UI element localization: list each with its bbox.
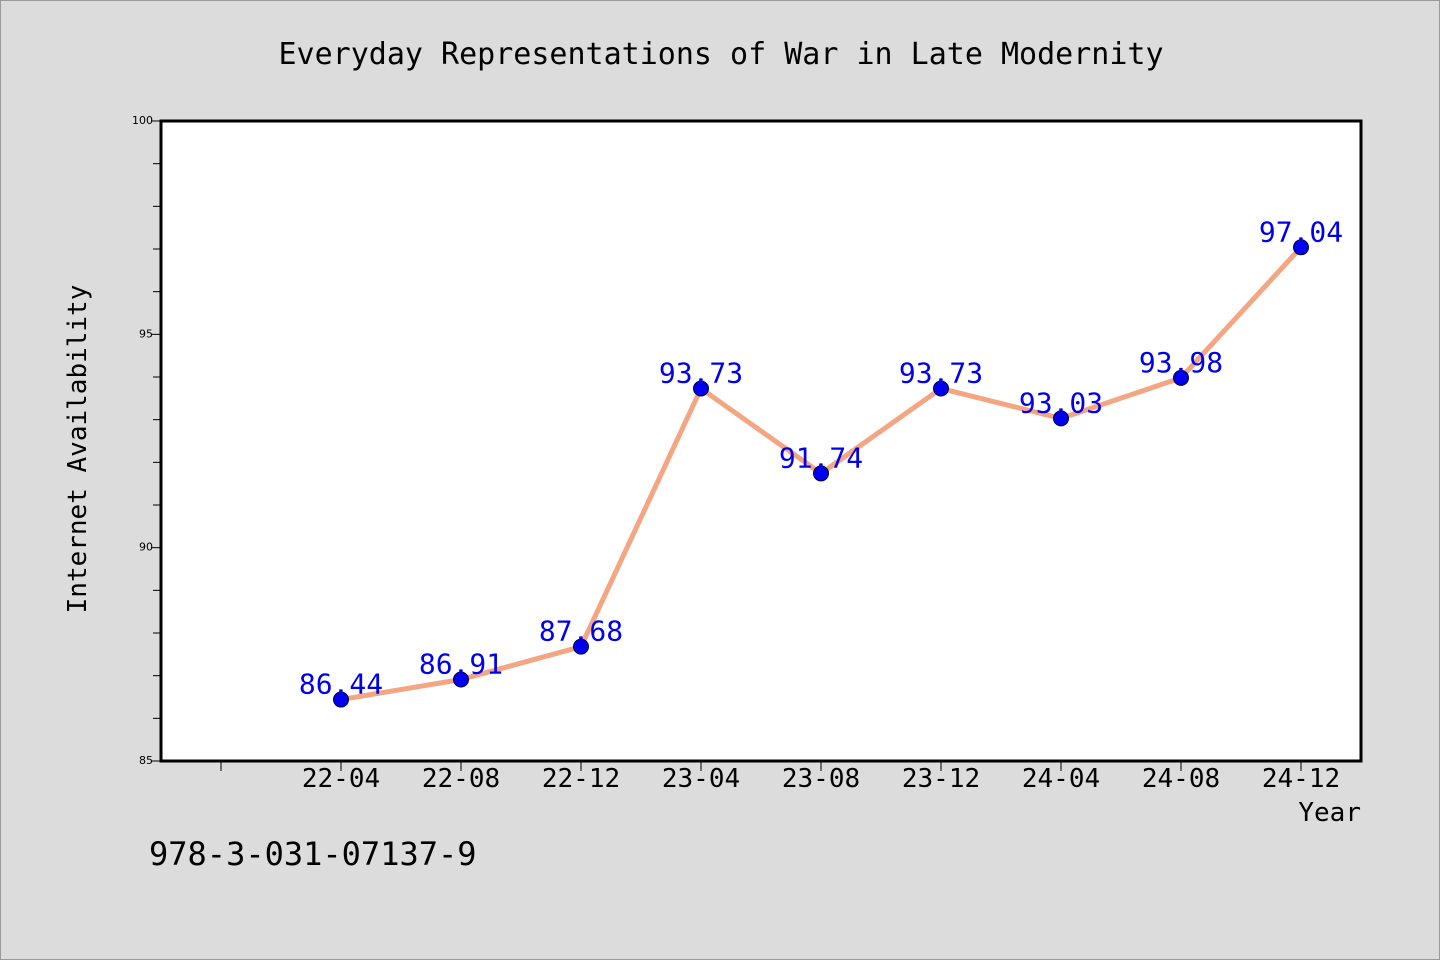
x-tick-label: 22-04 bbox=[302, 764, 380, 794]
x-tick-label: 24-04 bbox=[1022, 764, 1100, 794]
data-label: 86.91 bbox=[419, 648, 503, 681]
data-point bbox=[813, 465, 829, 482]
footer-isbn: 978-3-031-07137-9 bbox=[149, 835, 477, 873]
x-tick-label: 24-08 bbox=[1142, 764, 1220, 794]
y-axis-label: Internet Availability bbox=[63, 285, 93, 614]
x-tick-label: 23-12 bbox=[902, 764, 980, 794]
data-points bbox=[333, 239, 1309, 708]
y-tick-label: 85 bbox=[139, 754, 153, 767]
data-labels: 86.44 86.91 87.68 93.73 91.74 93.73 93.03 93.98… bbox=[299, 215, 1343, 700]
data-point bbox=[1053, 410, 1069, 427]
plot-area bbox=[159, 119, 1363, 763]
y-tick-label: 90 bbox=[139, 541, 153, 554]
data-label: 86.44 bbox=[299, 668, 383, 701]
x-tick-label: 23-08 bbox=[782, 764, 860, 794]
chart-title: Everyday Representations of War in Late … bbox=[278, 37, 1163, 72]
y-tick-label: 95 bbox=[139, 327, 153, 340]
data-label: 87.68 bbox=[539, 615, 623, 648]
y-axis: 85 90 95 100 bbox=[132, 114, 161, 767]
y-tick-label: 100 bbox=[132, 114, 153, 127]
x-tick-label: 24-12 bbox=[1262, 764, 1340, 794]
data-label: 93.73 bbox=[659, 357, 743, 390]
data-label: 93.03 bbox=[1019, 386, 1103, 419]
data-point bbox=[1293, 239, 1309, 256]
data-point bbox=[573, 638, 589, 655]
x-axis: 22-04 22-08 22-12 23-04 23-08 23-12 24-04 24-08… bbox=[220, 761, 1340, 794]
data-label: 93.98 bbox=[1139, 346, 1223, 379]
data-point bbox=[933, 380, 949, 397]
data-point bbox=[453, 671, 469, 688]
x-tick-label: 23-04 bbox=[662, 764, 740, 794]
x-tick-label: 22-08 bbox=[422, 764, 500, 794]
x-tick-label: 22-12 bbox=[542, 764, 620, 794]
data-point bbox=[693, 380, 709, 397]
data-label: 93.73 bbox=[899, 357, 983, 390]
x-axis-label: Year bbox=[1298, 798, 1361, 828]
data-label: 97.04 bbox=[1259, 215, 1343, 248]
data-label: 91.74 bbox=[779, 441, 863, 474]
data-point bbox=[333, 691, 349, 708]
data-point bbox=[1173, 369, 1189, 386]
